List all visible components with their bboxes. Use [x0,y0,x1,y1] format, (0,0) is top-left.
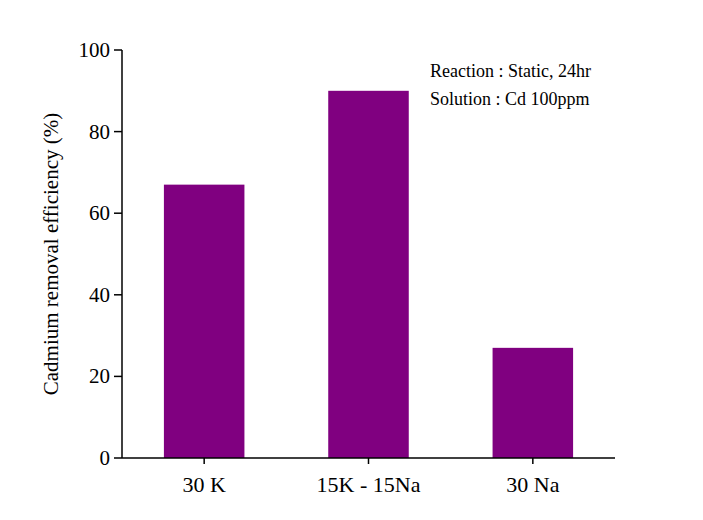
x-tick-label: 30 K [182,472,226,497]
x-tick-label: 30 Na [506,472,559,497]
y-tick [114,457,122,459]
y-tick-label: 80 [89,120,110,144]
x-tick [203,458,205,464]
x-tick-label: 15K - 15Na [317,472,421,497]
y-tick-label: 40 [89,283,110,307]
y-tick [114,131,122,133]
y-tick [114,49,122,51]
bars [164,91,573,458]
y-tick [114,294,122,296]
x-tick [532,458,534,464]
y-tick [114,212,122,214]
y-tick-label: 20 [89,364,110,388]
chart: 0 20 40 60 80 100 30 K 15K - 15Na 30 Na Cadmium r… [0,0,703,520]
y-axis [121,50,123,458]
y-axis-label: Cadmium removal efficiency (%) [39,113,63,395]
bar [164,185,245,458]
y-tick-label: 100 [79,38,111,62]
bar [328,91,409,458]
x-tick [368,458,370,464]
y-tick-label: 0 [100,446,111,470]
bar [493,348,574,458]
y-tick-label: 60 [89,201,110,225]
annotation: Reaction : Static, 24hr [430,61,591,81]
annotation: Solution : Cd 100ppm [430,89,590,109]
y-tick [114,376,122,378]
